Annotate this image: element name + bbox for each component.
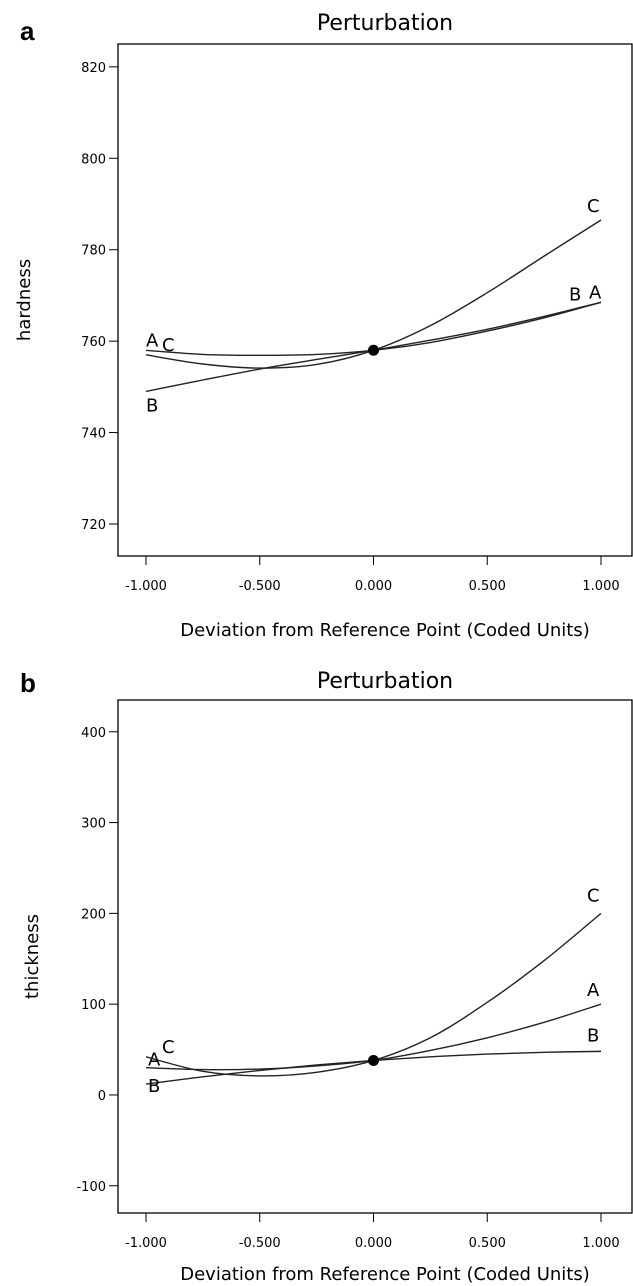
- series-label-C: C: [162, 1037, 175, 1058]
- panel-letter: a: [20, 16, 35, 46]
- y-tick-label: 100: [81, 998, 106, 1013]
- y-axis-label: hardness: [14, 259, 35, 341]
- y-tick-label: 720: [81, 518, 106, 533]
- reference-point-marker: [368, 1054, 379, 1066]
- y-tick-label: 820: [81, 61, 106, 76]
- y-tick-label: 760: [81, 335, 106, 350]
- series-label-B: B: [148, 1076, 160, 1097]
- y-tick-label: 740: [81, 427, 106, 442]
- y-tick-label: 780: [81, 244, 106, 259]
- x-tick-label: 0.500: [469, 579, 506, 594]
- y-tick-label: 300: [81, 817, 106, 832]
- series-label-A: A: [148, 1050, 161, 1071]
- x-tick-label: -0.500: [239, 1236, 281, 1251]
- y-tick-label: 200: [81, 907, 106, 922]
- chart-title: Perturbation: [317, 669, 453, 694]
- series-label-A: A: [587, 980, 600, 1001]
- x-tick-label: -0.500: [239, 579, 281, 594]
- chart-panel-b: b Perturbation -100 0 100 200 300 400 -1.000 -0.5…: [20, 668, 633, 1285]
- x-tick-label: -1.000: [125, 1236, 167, 1251]
- reference-point-marker: [368, 344, 379, 356]
- x-tick-label: 1.000: [582, 1236, 619, 1251]
- panel-letter: b: [20, 668, 36, 698]
- x-tick-label: 1.000: [582, 579, 619, 594]
- series-label-C: C: [587, 885, 600, 906]
- x-tick-label: 0.000: [355, 1236, 392, 1251]
- plot-frame: [117, 699, 633, 1214]
- x-tick-label: -1.000: [125, 579, 167, 594]
- x-axis-label: Deviation from Reference Point (Coded Un…: [180, 620, 590, 641]
- x-axis-label: Deviation from Reference Point (Coded Un…: [180, 1264, 590, 1285]
- series-label-B: B: [569, 284, 581, 305]
- series-label-C: C: [587, 196, 600, 217]
- series-label-A: A: [146, 330, 159, 351]
- y-axis-label: thickness: [22, 914, 43, 999]
- y-tick-label: 400: [81, 726, 106, 741]
- x-tick-label: 0.500: [469, 1236, 506, 1251]
- series-label-C: C: [162, 335, 175, 356]
- series-line-C: [145, 912, 602, 1077]
- chart-title: Perturbation: [317, 11, 453, 36]
- series-label-B: B: [146, 395, 158, 416]
- series-label-A: A: [589, 282, 602, 303]
- y-tick-label: -100: [76, 1180, 106, 1195]
- y-tick-label: 0: [98, 1089, 106, 1104]
- y-tick-label: 800: [81, 152, 106, 167]
- plot-frame: [117, 43, 633, 557]
- chart-panel-a: a Perturbation 720 740 760 780 800 820 -1.000 -0.…: [14, 11, 633, 641]
- x-tick-label: 0.000: [355, 579, 392, 594]
- series-label-B: B: [587, 1025, 599, 1046]
